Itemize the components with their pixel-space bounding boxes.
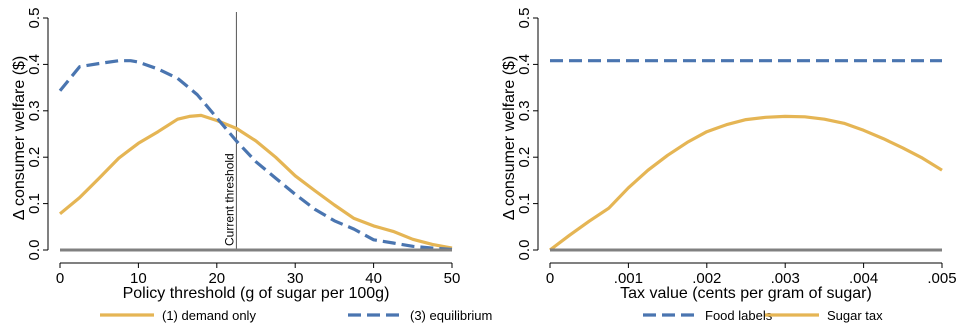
x-tick-label: .005 <box>927 270 956 287</box>
y-tick-label: 0.4 <box>516 54 533 75</box>
series-line-1-demand-only <box>58 113 453 250</box>
current-threshold-label: Current threshold <box>222 153 236 246</box>
series-line-sugar-tax <box>549 114 943 252</box>
y-tick-label: 0.0 <box>26 240 43 261</box>
x-tick-label: .001 <box>614 270 643 287</box>
x-tick-label: 30 <box>287 270 304 287</box>
legend-label: Food labels <box>705 308 773 323</box>
x-tick-label: .002 <box>692 270 721 287</box>
legend-label: (3) equilibrium <box>410 308 492 323</box>
x-axis-label: Tax value (cents per gram of sugar) <box>620 285 872 302</box>
y-tick-label: 0.5 <box>516 8 533 29</box>
y-tick-label: 0.2 <box>516 147 533 168</box>
x-tick-label: 20 <box>208 270 225 287</box>
y-axis-label: Δ consumer welfare ($) <box>501 56 518 221</box>
y-tick-label: 0.1 <box>26 193 43 214</box>
y-tick-label: 0.4 <box>26 54 43 75</box>
x-tick-label: 40 <box>365 270 382 287</box>
x-tick-label: .003 <box>771 270 800 287</box>
y-tick-label: 0.2 <box>26 147 43 168</box>
y-axis-label: Δ consumer welfare ($) <box>11 56 28 221</box>
legend-label: Sugar tax <box>827 308 883 323</box>
y-tick-label: 0.0 <box>516 240 533 261</box>
series-line-3-equilibrium <box>58 59 453 252</box>
x-tick-label: 0 <box>56 270 64 287</box>
x-axis-label: Policy threshold (g of sugar per 100g) <box>123 285 390 302</box>
right-chart: 0.0 0.1 0.2 0.3 0.4 0.5 0 .001 .002 .003 .004 .005 T… <box>501 8 957 323</box>
y-tick-label: 0.3 <box>26 100 43 121</box>
x-tick-label: 0 <box>546 270 554 287</box>
left-chart: 0.0 0.1 0.2 0.3 0.4 0.5 0 10 20 30 40 50 Policy thre… <box>11 8 492 323</box>
x-tick-label: 10 <box>130 270 147 287</box>
y-tick-label: 0.1 <box>516 193 533 214</box>
legend-label: (1) demand only <box>162 308 256 323</box>
x-tick-label: .004 <box>849 270 878 287</box>
y-tick-label: 0.3 <box>516 100 533 121</box>
y-tick-label: 0.5 <box>26 8 43 29</box>
x-tick-label: 50 <box>444 270 461 287</box>
